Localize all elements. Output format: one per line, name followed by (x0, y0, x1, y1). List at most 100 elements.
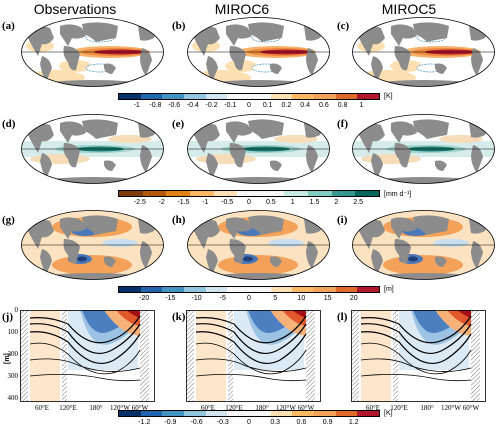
colorbar-tick-label: 5 (273, 295, 278, 302)
depth-section-2 (351, 310, 486, 402)
colorbar-tick-label: -1.5 (177, 199, 190, 206)
column-title-miroc6: MIROC6 (214, 1, 270, 17)
colorbar-tick-label: 15 (323, 295, 332, 302)
colorbar-4-segment (140, 411, 163, 416)
colorbar-4-segment (335, 411, 358, 416)
depth-axis-label: [m] (4, 353, 11, 364)
colorbar-4-segment (249, 411, 271, 416)
colorbar-4-segment (292, 411, 315, 416)
colorbar-4-segment (162, 411, 185, 416)
longitude-tick-label: 120°W (110, 404, 130, 412)
panel-label-i: (i) (337, 214, 348, 226)
colorbar-tick-label: -0.8 (149, 102, 162, 109)
colorbar-4-segment (227, 411, 250, 416)
colorbar-4-segment (314, 411, 336, 416)
colorbar-3-segment (119, 287, 141, 292)
colorbar-tick-label: 1.2 (348, 419, 359, 426)
precip-map-2 (352, 114, 495, 184)
colorbar-4 (118, 410, 380, 417)
panel-label-e: (e) (172, 118, 185, 130)
colorbar-tick-label: -2.5 (133, 199, 146, 206)
longitude-tick-label: 120°E (390, 404, 408, 412)
colorbar-tick-label: 0 (247, 419, 251, 426)
colorbar-tick-label: 0.2 (281, 102, 292, 109)
colorbar-1 (118, 93, 380, 100)
colorbar-tick-label: 0.1 (262, 102, 273, 109)
colorbar-2-segment (237, 191, 261, 196)
longitude-tick-label: 120°W (276, 404, 296, 412)
longitude-tick-label: 60°E (34, 404, 50, 412)
colorbar-tick-label: -0.1 (224, 102, 237, 109)
colorbar-tick-label: -5 (219, 295, 226, 302)
depth-section-0 (20, 310, 155, 402)
colorbar-tick-label: 0.9 (322, 419, 333, 426)
colorbar-tick-label: -0.3 (216, 419, 229, 426)
colorbar-3-segment (270, 287, 293, 292)
column-title-miroc5: MIROC5 (381, 1, 437, 17)
colorbar-1-segment (357, 94, 380, 99)
colorbar-tick-label: 0 (247, 199, 251, 206)
colorbar-1-segment (335, 94, 358, 99)
ssh-map-1 (187, 210, 330, 280)
colorbar-tick-label: -20 (139, 295, 150, 302)
colorbar-1-segment (184, 94, 206, 99)
colorbar-tick-label: 0.6 (296, 419, 307, 426)
colorbar-1-unit: [K] (384, 93, 393, 100)
colorbar-3-segment (184, 287, 206, 292)
ssh-map-2 (352, 210, 495, 280)
panel-label-k: (k) (172, 311, 186, 323)
panel-label-d: (d) (2, 118, 16, 130)
colorbar-tick-label: 1.5 (309, 199, 320, 206)
colorbar-tick-label: 10 (297, 295, 306, 302)
colorbar-tick-label: 0.5 (265, 199, 276, 206)
precip-map-0 (21, 114, 164, 184)
colorbar-tick-label: -0.6 (168, 102, 181, 109)
colorbar-2-segment (308, 191, 332, 196)
colorbar-3-segment (292, 287, 315, 292)
colorbar-1-segment (249, 94, 271, 99)
colorbar-tick-label: -0.4 (186, 102, 199, 109)
longitude-tick-label: 60°E (200, 404, 216, 412)
longitude-tick-label: 60°W (131, 404, 149, 412)
panel-label-c: (c) (337, 20, 350, 32)
longitude-tick-label: 60°E (365, 404, 381, 412)
depth-tick-label: 400 (7, 394, 19, 402)
colorbar-3-segment (335, 287, 358, 292)
colorbar-3-segment (227, 287, 250, 292)
colorbar-tick-label: 1 (290, 199, 295, 206)
panel-label-h: (h) (172, 214, 186, 226)
colorbar-1-segment (270, 94, 293, 99)
colorbar-tick-label: -1.2 (138, 419, 151, 426)
colorbar-4-segment (184, 411, 206, 416)
sst-map-2 (352, 17, 495, 87)
colorbar-1-segment (119, 94, 141, 99)
colorbar-tick-label: 0 (247, 102, 251, 109)
column-title-observations: Observations (33, 1, 117, 17)
colorbar-tick-label: 0 (247, 295, 251, 302)
colorbar-tick-label: 0.8 (337, 102, 348, 109)
precip-map-1 (187, 114, 330, 184)
colorbar-3-unit: [m] (384, 286, 394, 293)
depth-tick-label: 100 (7, 328, 19, 336)
panel-label-b: (b) (172, 20, 186, 32)
colorbar-4-segment (357, 411, 380, 416)
colorbar-2-segment (189, 191, 214, 196)
colorbar-2-segment (284, 191, 309, 196)
colorbar-3 (118, 286, 380, 293)
sst-map-0 (21, 17, 164, 87)
colorbar-2-segment (260, 191, 285, 196)
colorbar-2-segment (142, 191, 167, 196)
depth-tick-label: 200 (7, 350, 19, 358)
colorbar-tick-label: -0.5 (221, 199, 234, 206)
colorbar-2-unit: [mm d⁻¹] (384, 191, 412, 198)
colorbar-3-segment (205, 287, 228, 292)
colorbar-2-segment (355, 191, 380, 196)
colorbar-tick-label: -0.9 (164, 419, 177, 426)
longitude-tick-label: 180° (89, 404, 103, 412)
sst-map-1 (187, 17, 330, 87)
panel-label-j: (j) (2, 311, 13, 323)
colorbar-1-segment (140, 94, 163, 99)
colorbar-2-segment (119, 191, 143, 196)
colorbar-1-segment (162, 94, 185, 99)
colorbar-tick-label: 20 (349, 295, 358, 302)
